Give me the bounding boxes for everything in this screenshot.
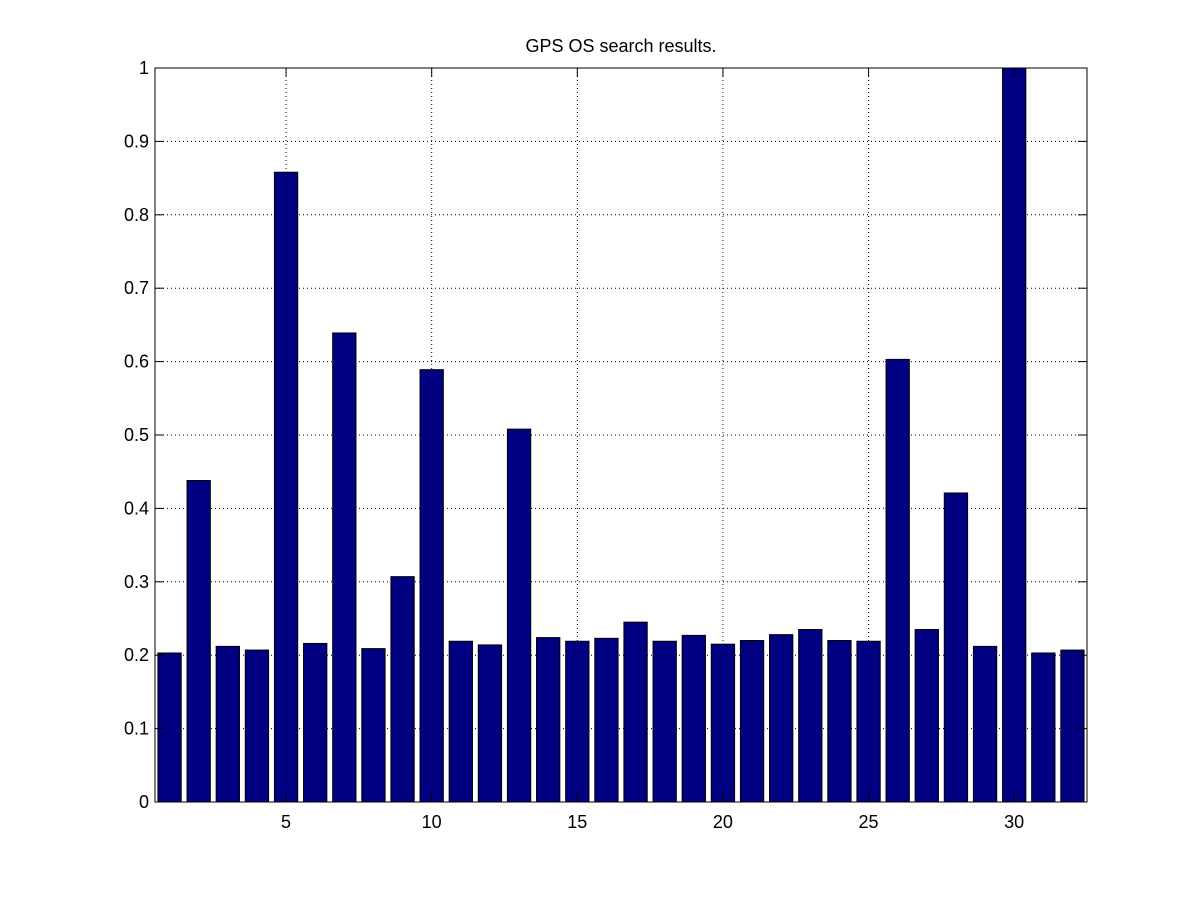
bar-5 [273, 171, 299, 803]
bar-6 [303, 642, 328, 803]
chart-title: GPS OS search results. [525, 36, 716, 56]
y-tick-labels: 0 0.1 0.2 0.3 0.4 0.5 0.6 0.7 0.8 0.9 1 [124, 58, 149, 812]
y-tick-label: 0 [139, 792, 149, 812]
x-tick-label: 5 [281, 812, 291, 832]
bar-27 [914, 629, 939, 803]
bar-12 [477, 644, 503, 803]
x-tick-label: 30 [1004, 812, 1024, 832]
bars [157, 67, 1085, 803]
x-tick-labels: 5 10 15 20 25 30 [281, 812, 1024, 832]
bar-32 [1060, 649, 1085, 803]
bar-26 [885, 358, 910, 803]
bar-14 [536, 637, 561, 803]
y-tick-label: 0.3 [124, 572, 149, 592]
bar-16 [594, 637, 619, 803]
y-tick-label: 1 [139, 58, 149, 78]
x-tick-label: 15 [567, 812, 587, 832]
bar-1 [157, 652, 182, 803]
bar-4 [244, 649, 270, 803]
x-tick-label: 10 [422, 812, 442, 832]
bar-18 [652, 640, 677, 803]
bar-29 [972, 645, 998, 803]
bar-10 [419, 369, 444, 803]
axes [154, 67, 1088, 803]
bar-22 [769, 634, 794, 803]
bar-3 [215, 645, 240, 803]
x-tick-label: 25 [859, 812, 879, 832]
bar-31 [1031, 652, 1056, 803]
y-tick-label: 0.2 [124, 645, 149, 665]
y-tick-label: 0.8 [124, 205, 149, 225]
bar-25 [856, 640, 881, 803]
bar-24 [827, 640, 852, 803]
bar-28 [943, 492, 969, 803]
bar-13 [506, 428, 532, 803]
x-tick-label: 20 [713, 812, 733, 832]
bar-17 [623, 621, 648, 803]
bar-7 [332, 332, 357, 803]
y-tick-label: 0.1 [124, 719, 149, 739]
bar-8 [361, 648, 386, 803]
bar-15 [565, 640, 590, 803]
y-tick-label: 0.5 [124, 425, 149, 445]
bar-9 [390, 576, 415, 803]
y-tick-label: 0.6 [124, 352, 149, 372]
bar-2 [186, 480, 211, 803]
y-tick-label: 0.4 [124, 498, 149, 518]
bar-19 [681, 634, 706, 803]
bar-11 [448, 640, 473, 803]
bar-23 [798, 629, 823, 803]
bar-21 [739, 640, 765, 803]
y-tick-label: 0.9 [124, 131, 149, 151]
bar-30 [1002, 67, 1027, 803]
y-tick-label: 0.7 [124, 278, 149, 298]
bar-20 [710, 643, 736, 803]
